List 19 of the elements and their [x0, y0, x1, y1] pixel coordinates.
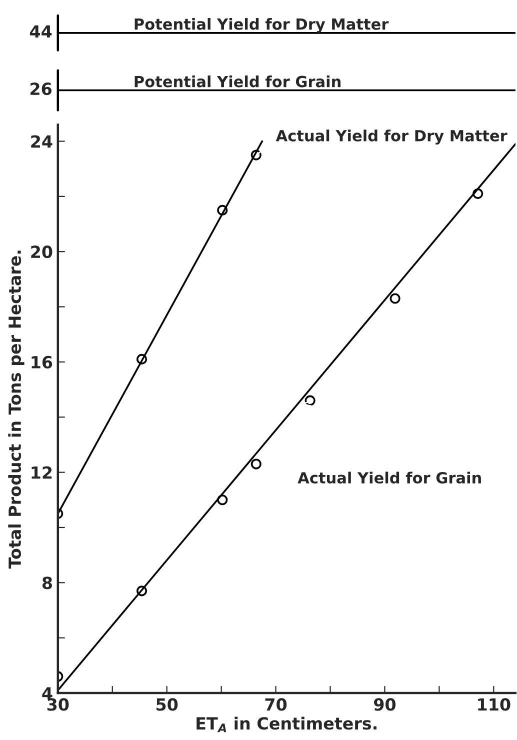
text: Potential Yield for Dry Matter [134, 18, 389, 33]
text: Potential Yield for Grain [134, 75, 340, 88]
y-axis-title: Total Product in Tons per Hectare. [8, 250, 24, 569]
y-tick-label: 4 [42, 687, 52, 700]
y-tick-label: 24 [31, 135, 52, 148]
y-tick-label: 12 [32, 466, 52, 479]
x-axis-title: ET$_{A}$ in Centimeters. [196, 716, 376, 732]
x-tick-label: 50 [156, 698, 178, 711]
x-tick-label: 110 [478, 698, 510, 711]
x-tick-label: 90 [374, 698, 396, 711]
annotation: Actual Yield for Grain [298, 472, 481, 484]
y-tick-label: 20 [31, 246, 52, 258]
text: 44 [30, 25, 52, 38]
y-tick-label: 8 [42, 576, 52, 590]
text: 26 [30, 82, 52, 96]
y-tick-label: 16 [32, 356, 52, 369]
x-tick-label: 30 [47, 698, 69, 711]
annotation: Actual Yield for Dry Matter [276, 130, 508, 145]
x-tick-label: 70 [265, 698, 287, 711]
